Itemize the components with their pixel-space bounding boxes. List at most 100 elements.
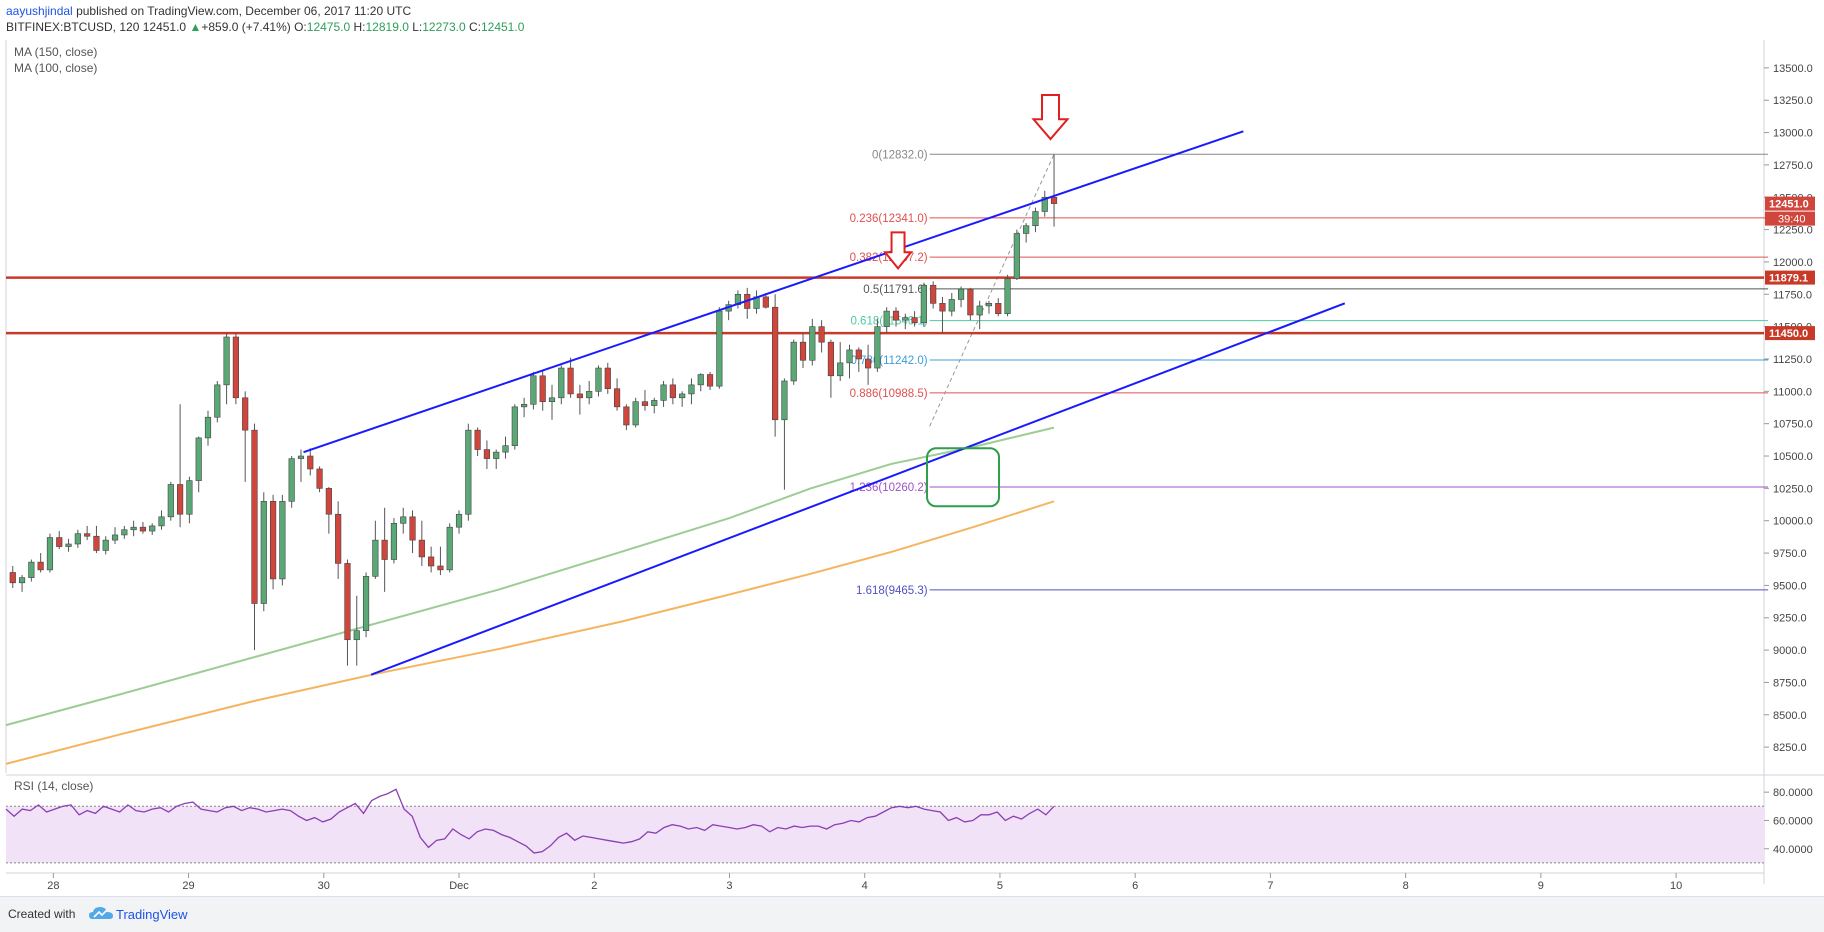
ma150-line xyxy=(5,426,1055,727)
candle-body xyxy=(455,513,463,528)
rsi-legend-label: RSI (14, close) xyxy=(14,779,93,793)
candle-body xyxy=(372,539,379,577)
author-link[interactable]: aayushjindal xyxy=(6,4,73,18)
candle-body xyxy=(623,406,630,426)
candle-body xyxy=(195,437,202,481)
low-label: L: xyxy=(412,20,423,34)
candle-body xyxy=(242,397,249,431)
candle-body xyxy=(167,484,174,518)
fib-level-label: 0.786(11242.0) xyxy=(850,355,927,367)
price-tick-label: 13000.0 xyxy=(1773,128,1813,140)
candle-body xyxy=(697,374,704,386)
price-tick-label: 8250.0 xyxy=(1773,742,1807,754)
candle-body xyxy=(344,563,351,641)
candle-body xyxy=(223,336,230,386)
price-tick-label: 9500.0 xyxy=(1773,580,1807,592)
candle-body xyxy=(28,561,35,578)
candle-body xyxy=(84,533,91,537)
publish-line: aayushjindal published on TradingView.co… xyxy=(6,4,411,18)
ma-legend-label: MA (100, close) xyxy=(14,61,97,75)
ma-legend-label: MA (150, close) xyxy=(14,45,97,59)
candle-body xyxy=(502,445,509,453)
price-tick-label: 10250.0 xyxy=(1773,483,1813,495)
rsi-tick-label: 80.0000 xyxy=(1773,787,1813,799)
candle-body xyxy=(1032,211,1039,227)
price-tick-label: 10500.0 xyxy=(1773,451,1813,463)
price-tick-label: 11000.0 xyxy=(1773,386,1812,398)
candle-body xyxy=(669,384,676,399)
price-tick-label: 11750.0 xyxy=(1773,289,1812,301)
candle-body xyxy=(102,539,109,551)
candle-body xyxy=(613,388,621,408)
candle-body xyxy=(762,296,769,308)
time-tick-label: Dec xyxy=(449,880,469,892)
candle-body xyxy=(232,336,239,399)
up-triangle-icon: ▲ xyxy=(189,20,202,34)
candle-body xyxy=(251,429,258,604)
candle-body xyxy=(325,488,332,515)
price-tick-label: 11250.0 xyxy=(1773,354,1812,366)
candle-body xyxy=(632,401,639,426)
candle-body xyxy=(121,529,128,536)
candle-body xyxy=(865,358,872,369)
candle-body xyxy=(567,367,574,395)
candle-body xyxy=(892,310,900,321)
candle-body xyxy=(948,299,955,312)
candle-body xyxy=(706,374,714,387)
candle-body xyxy=(288,458,295,502)
time-tick-label: 9 xyxy=(1538,880,1544,892)
candle-body xyxy=(46,537,54,571)
candle-body xyxy=(809,326,816,361)
candle-body xyxy=(465,429,472,515)
candle-body xyxy=(362,576,370,631)
candle-body xyxy=(855,349,862,360)
high-label: H: xyxy=(353,20,366,34)
candle-body xyxy=(18,577,26,584)
candle-body xyxy=(428,556,435,567)
candle-body xyxy=(316,468,323,489)
time-tick-label: 4 xyxy=(862,880,868,892)
rsi-tick-label: 60.0000 xyxy=(1773,815,1813,827)
candle-body xyxy=(158,516,165,527)
candle-body xyxy=(186,480,193,515)
candle-body xyxy=(651,400,658,406)
open-label: O: xyxy=(294,20,307,34)
candle-body xyxy=(111,534,119,541)
candle-body xyxy=(679,393,686,399)
candle-body xyxy=(967,288,974,316)
candle-body xyxy=(474,429,481,450)
price-tick-label: 10000.0 xyxy=(1773,516,1813,528)
candle-body xyxy=(586,391,593,399)
down-arrow-icon xyxy=(1031,94,1070,141)
candle-body xyxy=(56,537,63,547)
low-value: 12273.0 xyxy=(422,20,466,34)
candle-body xyxy=(437,565,444,571)
candle-body xyxy=(149,525,156,532)
time-tick-label: 3 xyxy=(726,880,732,892)
candle-body xyxy=(716,310,723,387)
candle-body xyxy=(214,384,221,418)
time-tick-label: 2 xyxy=(591,880,597,892)
last-price-label: 12451.0 xyxy=(1769,199,1809,211)
open-value: 12475.0 xyxy=(306,20,351,34)
price-chart[interactable]: 13500.013250.013000.012750.012500.012250… xyxy=(0,40,1824,896)
candle-body xyxy=(1050,196,1058,204)
close-label: C: xyxy=(468,20,481,34)
time-tick-label: 8 xyxy=(1403,880,1409,892)
chart-header: aayushjindal published on TradingView.co… xyxy=(0,0,1824,40)
high-value: 12819.0 xyxy=(365,20,409,34)
candle-body xyxy=(204,416,212,439)
fib-swing-line xyxy=(929,154,1055,427)
down-arrow-icon xyxy=(882,231,914,271)
candle-body xyxy=(930,284,937,304)
tradingview-brand-link[interactable]: TradingView xyxy=(116,907,188,922)
rsi-line xyxy=(5,788,1055,854)
candle-body xyxy=(139,526,147,532)
candle-body xyxy=(995,303,1002,314)
candle-body xyxy=(409,516,416,541)
candle-body xyxy=(976,305,983,316)
candle-body xyxy=(985,303,993,307)
price-tick-label: 9750.0 xyxy=(1773,548,1807,560)
symbol-label: BITFINEX:BTCUSD, 120 xyxy=(6,20,140,34)
candle-body xyxy=(279,501,286,580)
